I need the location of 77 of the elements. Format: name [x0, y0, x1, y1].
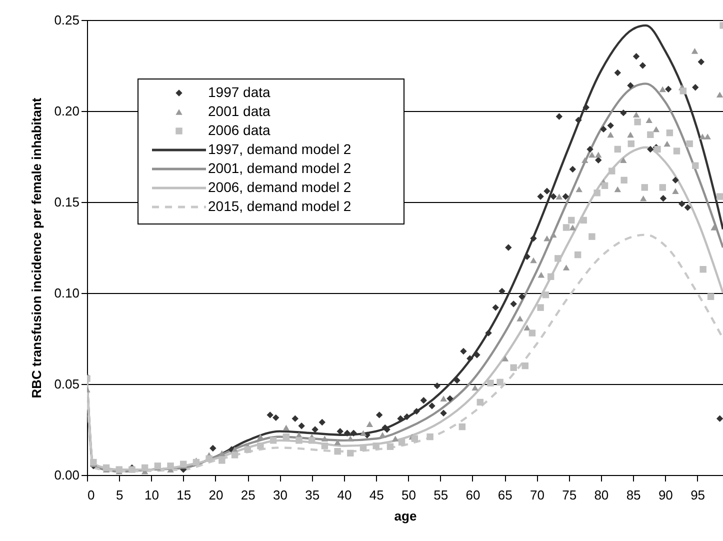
point	[704, 134, 711, 140]
point	[550, 232, 557, 238]
point	[440, 396, 447, 402]
x-tick-label: 65	[498, 488, 512, 502]
x-tick-label: 25	[240, 488, 256, 502]
point	[620, 157, 627, 164]
x-tick-label: 15	[176, 488, 192, 502]
x-tick-label: 40	[337, 488, 352, 502]
point	[588, 152, 596, 158]
x-tick-label: 75	[562, 488, 577, 502]
point	[556, 194, 563, 200]
point	[627, 132, 634, 138]
point	[672, 188, 679, 194]
point	[691, 48, 698, 54]
legend-label: 2001 data	[208, 103, 270, 119]
point	[595, 152, 602, 158]
x-tick-label: 30	[272, 488, 288, 502]
point	[334, 439, 341, 446]
x-tick-label: 50	[401, 488, 416, 502]
point	[640, 195, 647, 202]
point	[524, 324, 530, 330]
x-tick-label: 85	[626, 488, 641, 502]
legend-label: 2001, demand model 2	[208, 160, 352, 176]
x-tick-label: 0	[88, 488, 95, 502]
point	[257, 434, 264, 440]
legend-label: 1997, demand model 2	[208, 141, 352, 157]
point	[664, 140, 670, 147]
point	[502, 356, 509, 362]
point	[218, 450, 226, 456]
x-tick-label: 70	[530, 488, 544, 502]
point	[516, 316, 524, 322]
point	[659, 86, 666, 92]
point	[472, 384, 478, 391]
point	[379, 432, 386, 438]
point	[632, 112, 640, 118]
x-axis-title: age	[394, 508, 417, 524]
y-axis-title: RBC transfusion incidence per female inhabitant	[29, 97, 44, 398]
point	[576, 186, 582, 192]
x-tick-label: 95	[690, 488, 706, 502]
point	[282, 424, 290, 431]
y-tick-label: 0.15	[54, 194, 80, 210]
point	[544, 235, 550, 242]
point	[646, 117, 652, 124]
y-tick-label: 0.25	[54, 12, 80, 28]
point	[710, 224, 718, 230]
x-tick-label: 55	[434, 488, 448, 502]
y-tick-label: 0.00	[54, 468, 80, 482]
legend-label: 2006, demand model 2	[208, 179, 352, 195]
x-tick-label: 35	[305, 488, 320, 502]
legend-label: 2015, demand model 2	[208, 198, 352, 214]
x-tick-label: 45	[369, 488, 384, 502]
point	[699, 134, 706, 140]
point	[321, 436, 328, 442]
point	[360, 430, 367, 436]
legend-label: 1997 data	[208, 84, 270, 100]
x-tick-label: 10	[144, 488, 159, 502]
point	[607, 132, 614, 138]
point	[347, 436, 354, 442]
x-tick-label: 20	[208, 488, 224, 502]
legend-label: 2006 data	[208, 122, 270, 138]
point	[530, 257, 537, 264]
y-tick-label: 0.10	[54, 286, 80, 300]
point	[652, 126, 660, 132]
point	[392, 436, 399, 442]
x-tick-label: 5	[116, 488, 124, 502]
point	[614, 186, 621, 192]
point	[562, 264, 570, 270]
x-tick-label: 80	[594, 488, 609, 502]
point	[366, 421, 374, 427]
point	[569, 224, 576, 230]
point	[582, 157, 588, 164]
point	[538, 272, 545, 278]
x-tick-label: 60	[466, 488, 480, 502]
point	[716, 92, 723, 98]
y-tick-label: 0.05	[54, 376, 80, 392]
x-tick-label: 90	[658, 488, 673, 502]
y-tick-label: 0.20	[54, 104, 80, 118]
